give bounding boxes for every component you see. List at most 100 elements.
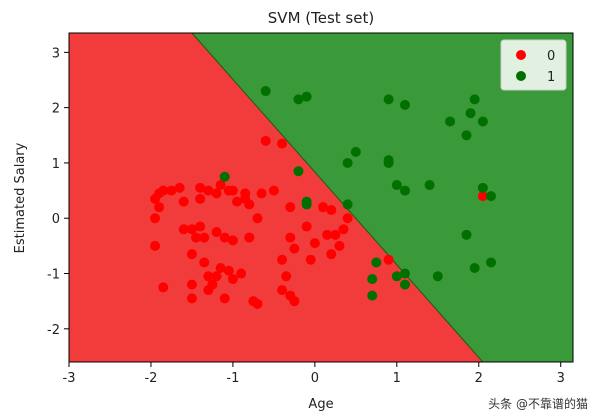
point-class-0 — [211, 227, 222, 238]
point-class-1 — [350, 146, 361, 157]
point-class-0 — [227, 235, 238, 246]
point-class-1 — [400, 185, 410, 196]
point-class-1 — [293, 166, 304, 177]
point-class-0 — [289, 296, 300, 307]
point-class-0 — [338, 224, 349, 235]
point-class-0 — [219, 293, 230, 304]
point-class-0 — [166, 185, 177, 196]
point-class-0 — [203, 271, 214, 282]
point-class-0 — [326, 204, 337, 215]
x-tick-label: -2 — [144, 371, 157, 386]
legend-marker-1 — [516, 71, 526, 81]
point-class-0 — [330, 229, 341, 240]
point-class-0 — [199, 232, 210, 243]
point-class-0 — [326, 249, 337, 260]
point-class-1 — [432, 271, 443, 282]
point-class-0 — [285, 232, 296, 243]
point-class-0 — [186, 279, 197, 290]
point-class-1 — [301, 199, 312, 210]
point-class-1 — [342, 199, 353, 210]
point-class-0 — [178, 196, 189, 207]
point-class-0 — [207, 279, 218, 290]
y-tick-label: 0 — [52, 212, 60, 227]
point-class-1 — [486, 257, 497, 268]
point-class-0 — [215, 180, 226, 191]
x-axis-label: Age — [308, 397, 333, 412]
point-class-1 — [260, 86, 271, 97]
point-class-0 — [158, 282, 169, 293]
point-class-1 — [219, 171, 230, 182]
y-tick-label: -2 — [47, 323, 60, 338]
point-class-0 — [215, 263, 226, 273]
point-class-1 — [486, 191, 497, 202]
point-class-1 — [383, 157, 394, 168]
point-class-0 — [318, 202, 329, 213]
decision-regions — [69, 32, 573, 363]
point-class-0 — [186, 293, 197, 304]
point-class-0 — [477, 191, 488, 202]
point-class-0 — [186, 249, 197, 260]
y-tick-label: 1 — [52, 157, 60, 172]
point-class-1 — [469, 263, 480, 273]
point-class-1 — [400, 99, 410, 110]
y-axis-label: Estimated Salary — [13, 142, 28, 253]
point-class-0 — [277, 285, 288, 296]
x-tick-label: -3 — [63, 371, 76, 386]
point-class-0 — [309, 238, 320, 249]
point-class-0 — [227, 274, 238, 285]
legend-marker-0 — [516, 50, 526, 60]
y-axis-ticks: -2 -1 0 1 2 3 — [47, 46, 69, 338]
point-class-0 — [191, 232, 202, 243]
point-class-1 — [465, 108, 476, 119]
point-class-0 — [195, 193, 206, 204]
point-class-0 — [236, 268, 247, 279]
point-class-0 — [244, 199, 255, 210]
point-class-0 — [281, 271, 292, 282]
point-class-0 — [195, 182, 206, 193]
point-class-0 — [158, 185, 169, 196]
legend: 0 1 — [500, 39, 567, 91]
point-class-0 — [244, 232, 255, 243]
legend-label-1: 1 — [547, 70, 555, 85]
point-class-0 — [211, 271, 222, 282]
point-class-0 — [150, 213, 161, 224]
point-class-0 — [178, 224, 189, 235]
point-class-0 — [174, 182, 185, 193]
point-class-1 — [293, 94, 304, 105]
point-class-0 — [285, 202, 296, 213]
x-tick-label: 3 — [557, 371, 565, 386]
point-class-1 — [371, 257, 382, 268]
point-class-1 — [461, 130, 472, 141]
point-class-1 — [461, 229, 472, 240]
point-class-0 — [322, 229, 333, 240]
y-tick-label: 2 — [52, 102, 60, 117]
point-class-1 — [342, 157, 353, 168]
x-tick-label: 2 — [475, 371, 483, 386]
point-class-1 — [391, 271, 402, 282]
point-class-1 — [367, 290, 378, 301]
point-class-1 — [391, 180, 402, 191]
point-class-0 — [186, 224, 197, 235]
point-class-1 — [383, 94, 394, 105]
point-class-0 — [240, 188, 251, 199]
point-class-0 — [195, 221, 206, 232]
point-class-1 — [424, 180, 435, 191]
y-tick-label: -1 — [47, 268, 60, 283]
point-class-0 — [305, 254, 316, 265]
point-class-0 — [256, 188, 267, 199]
point-class-0 — [252, 213, 263, 224]
decision-boundary-line — [191, 32, 484, 363]
plot-frame — [68, 32, 574, 363]
point-class-1 — [400, 279, 410, 290]
point-class-1 — [400, 268, 410, 279]
point-class-0 — [223, 265, 234, 276]
point-class-0 — [150, 193, 161, 204]
point-class-1 — [477, 116, 488, 127]
point-class-1 — [445, 116, 456, 127]
chart-title: SVM (Test set) — [268, 9, 374, 27]
point-class-0 — [260, 135, 271, 146]
point-class-0 — [150, 240, 161, 251]
x-tick-label: -1 — [226, 371, 239, 386]
legend-box — [500, 39, 567, 91]
